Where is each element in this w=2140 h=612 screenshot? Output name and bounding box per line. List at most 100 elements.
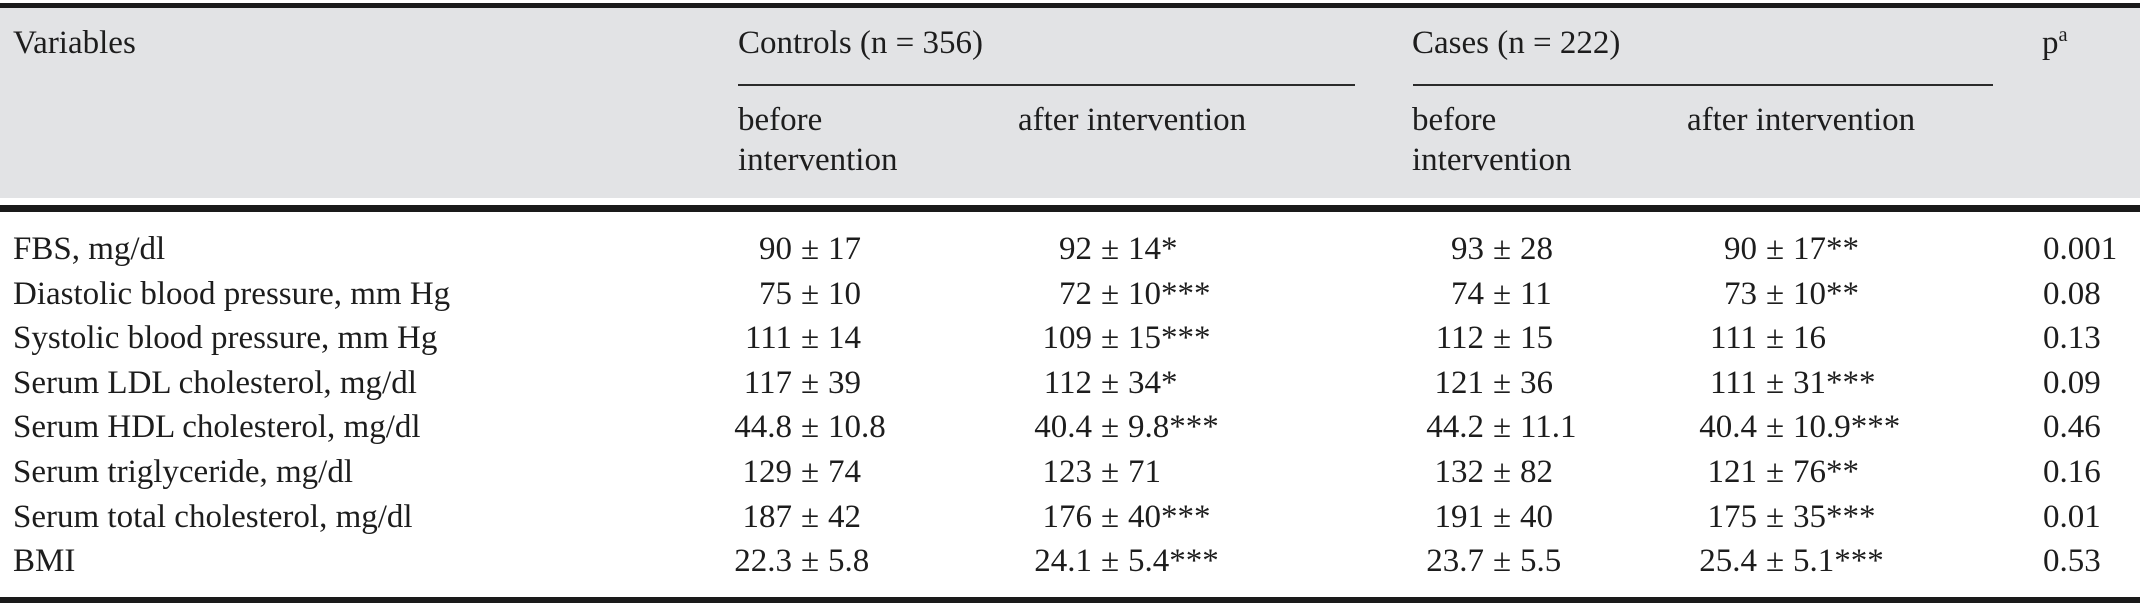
subcolumn-header-controls-after: after intervention — [1018, 102, 1247, 138]
p-label: p — [2042, 25, 2059, 61]
plus-minus-sign: ± — [1492, 275, 1512, 312]
mean-value: 132 — [1434, 453, 1485, 490]
sd-value: 35*** — [1793, 498, 1876, 535]
plus-minus-sign: ± — [1100, 543, 1120, 580]
cell-cases-after: 111 ±16 — [1625, 316, 1826, 361]
cell-variable: Systolic blood pressure, mm Hg — [13, 320, 438, 357]
sd-value: 36 — [1520, 364, 1553, 401]
cell-cases-after: 25.4 ±5.1*** — [1625, 539, 1884, 584]
plus-minus-sign: ± — [800, 409, 820, 446]
plus-minus-sign: ± — [1100, 409, 1120, 446]
table-header-rule — [0, 205, 2140, 212]
plus-minus-sign: ± — [1765, 498, 1785, 535]
cell-p: 0.53 — [2043, 543, 2101, 580]
mean-value: 74 — [1451, 275, 1484, 312]
cell-cases-after: 73 ±10** — [1625, 272, 1859, 317]
sd-value: 5.4*** — [1128, 543, 1219, 580]
cell-controls-after: 24.1 ±5.4*** — [960, 539, 1219, 584]
group-header-cases: Cases (n = 222) — [1412, 25, 1621, 61]
sd-value: 17** — [1793, 231, 1859, 267]
plus-minus-sign: ± — [1765, 453, 1785, 490]
sd-value: 10*** — [1128, 275, 1211, 312]
mean-value: 44.2 — [1426, 409, 1484, 446]
table-body: FBS, mg/dl 90 ±17 92 ±14* 93 ±28 90 ±17** 0.… — [0, 227, 2140, 584]
mean-value: 191 — [1434, 498, 1485, 535]
sd-value: 82 — [1520, 453, 1553, 490]
cell-controls-after: 40.4 ±9.8*** — [960, 405, 1219, 450]
mean-value: 112 — [1043, 364, 1092, 401]
cell-variable: Serum triglyceride, mg/dl — [13, 453, 354, 490]
subcolumn-header-controls-before: before intervention — [738, 102, 898, 178]
mean-value: 44.8 — [734, 409, 792, 446]
cell-p: 0.01 — [2043, 498, 2101, 535]
plus-minus-sign: ± — [800, 543, 820, 580]
table-row: Serum triglyceride, mg/dl 129 ±74 123 ±71 … — [0, 450, 2140, 495]
mean-value: 92 — [1059, 231, 1092, 267]
plus-minus-sign: ± — [1492, 364, 1512, 401]
cell-controls-after: 109 ±15*** — [960, 316, 1211, 361]
plus-minus-sign: ± — [800, 498, 820, 535]
group-header-controls: Controls (n = 356) — [738, 25, 984, 61]
mean-value: 73 — [1724, 275, 1757, 312]
cell-p: 0.13 — [2043, 320, 2101, 357]
plus-minus-sign: ± — [800, 231, 820, 267]
sd-value: 11.1 — [1520, 409, 1577, 446]
sd-value: 39 — [828, 364, 861, 401]
cell-controls-before: 90 ±17 — [660, 227, 861, 272]
cell-cases-before: 112 ±15 — [1352, 316, 1553, 361]
plus-minus-sign: ± — [1765, 231, 1785, 267]
sd-value: 5.8 — [828, 543, 870, 580]
cell-cases-before: 191 ±40 — [1352, 495, 1554, 540]
mean-value: 175 — [1707, 498, 1758, 535]
mean-value: 23.7 — [1426, 543, 1484, 580]
mean-value: 123 — [1042, 453, 1093, 490]
plus-minus-sign: ± — [1100, 231, 1120, 267]
cell-variable: Serum LDL cholesterol, mg/dl — [13, 364, 417, 401]
sd-value: 10.8 — [828, 409, 886, 446]
table-row: Serum LDL cholesterol, mg/dl 117 ±39 112 ±… — [0, 361, 2140, 406]
plus-minus-sign: ± — [1100, 453, 1120, 490]
column-header-variables: Variables — [13, 25, 136, 61]
mean-value: 117 — [743, 364, 792, 401]
sd-value: 10 — [828, 275, 861, 312]
cell-controls-before: 117 ±39 — [660, 361, 861, 406]
cell-p: 0.16 — [2043, 453, 2101, 490]
subcolumn-header-cases-before: before intervention — [1412, 102, 1572, 178]
sd-value: 15 — [1520, 320, 1553, 357]
cell-p: 0.46 — [2043, 409, 2101, 446]
table-row: Serum HDL cholesterol, mg/dl 44.8 ±10.8 4… — [0, 405, 2140, 450]
mean-value: 111 — [1709, 320, 1757, 357]
plus-minus-sign: ± — [1765, 275, 1785, 312]
cell-cases-after: 121 ±76** — [1625, 450, 1860, 495]
sd-value: 34* — [1128, 364, 1178, 401]
mean-value: 111 — [744, 320, 792, 357]
cases-group-underline — [1413, 84, 1993, 86]
p-superscript-a: a — [2058, 24, 2068, 46]
cell-controls-after: 72 ±10*** — [960, 272, 1211, 317]
plus-minus-sign: ± — [1765, 543, 1785, 580]
table-row: Serum total cholesterol, mg/dl 187 ±42 17… — [0, 495, 2140, 540]
plus-minus-sign: ± — [1100, 364, 1120, 401]
cell-variable: Serum total cholesterol, mg/dl — [13, 498, 413, 535]
plus-minus-sign: ± — [800, 320, 820, 357]
cell-cases-before: 93 ±28 — [1352, 227, 1553, 272]
sd-value: 74 — [828, 453, 861, 490]
plus-minus-sign: ± — [1100, 275, 1120, 312]
cell-controls-after: 176 ±40*** — [960, 495, 1211, 540]
sd-value: 17 — [828, 231, 861, 267]
cell-cases-before: 44.2 ±11.1 — [1352, 405, 1577, 450]
sd-value: 28 — [1520, 231, 1553, 267]
mean-value: 176 — [1042, 498, 1093, 535]
cell-p: 0.08 — [2043, 275, 2101, 312]
cell-controls-after: 112 ±34* — [960, 361, 1178, 406]
subcolumn-header-cases-after: after intervention — [1687, 102, 1916, 138]
cell-controls-after: 123 ±71 — [960, 450, 1162, 495]
plus-minus-sign: ± — [1492, 231, 1512, 267]
mean-value: 93 — [1451, 231, 1484, 267]
column-header-p: pa — [2042, 24, 2068, 61]
table-top-rule — [0, 3, 2140, 8]
plus-minus-sign: ± — [800, 453, 820, 490]
plus-minus-sign: ± — [1765, 409, 1785, 446]
cell-cases-after: 175 ±35*** — [1625, 495, 1876, 540]
